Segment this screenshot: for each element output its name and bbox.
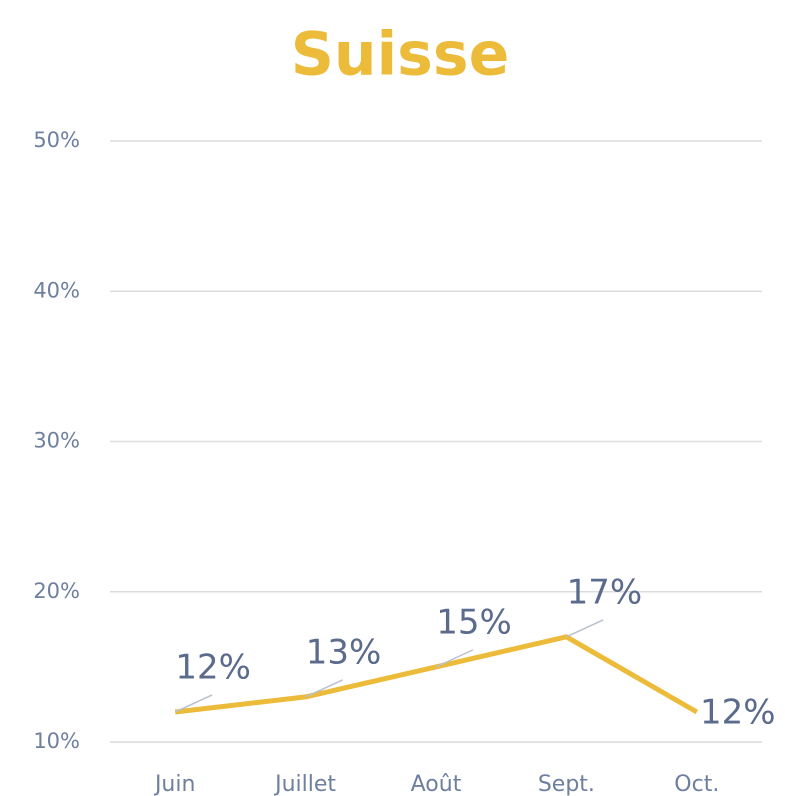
- y-tick-label: 10%: [33, 729, 80, 753]
- y-tick-label: 20%: [33, 579, 80, 603]
- leader-line: [305, 679, 343, 698]
- data-label: 13%: [306, 632, 382, 672]
- y-tick-label: 40%: [33, 278, 80, 302]
- x-tick-label: Août: [411, 772, 462, 796]
- line-series: [174, 634, 699, 715]
- x-tick-label: Oct.: [674, 772, 719, 796]
- x-tick-label: Juillet: [273, 772, 336, 796]
- x-tick-label: Sept.: [538, 772, 595, 796]
- leader-line: [566, 619, 604, 638]
- x-tick-label: Juin: [153, 772, 196, 796]
- data-label: 12%: [700, 692, 776, 732]
- data-label: 15%: [436, 602, 512, 642]
- chart-title: Suisse: [291, 20, 510, 90]
- y-tick-label: 50%: [33, 128, 80, 152]
- leader-line: [435, 649, 474, 668]
- y-tick-label: 30%: [33, 429, 80, 453]
- data-label: 12%: [175, 647, 251, 687]
- leader-line: [174, 694, 213, 713]
- data-label: 17%: [567, 572, 643, 612]
